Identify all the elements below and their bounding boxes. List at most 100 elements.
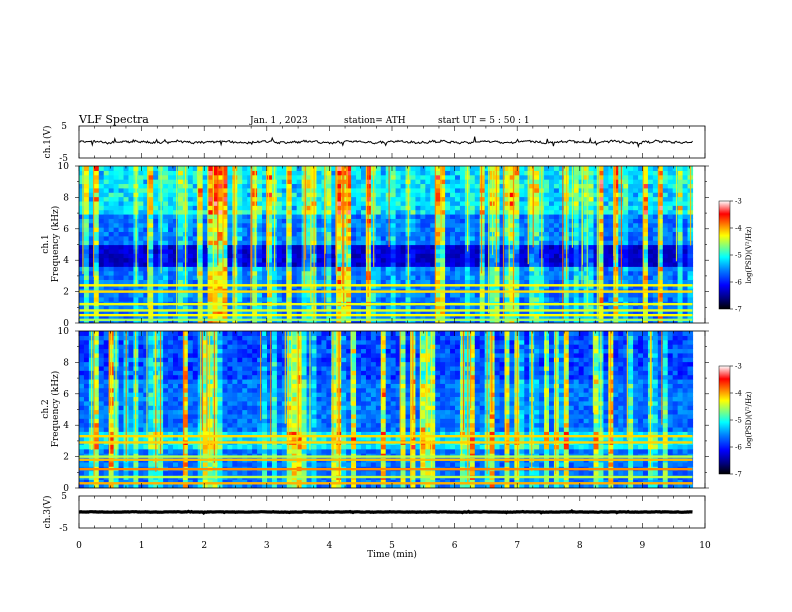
spectrogram-cell [514, 213, 520, 219]
spectrogram-cell [514, 192, 520, 198]
spectrogram-cell [593, 227, 600, 233]
spectrogram-cell [494, 222, 501, 228]
spectrogram-cell [252, 270, 258, 276]
spectrogram-cell [613, 248, 619, 254]
spectrogram-cell [588, 183, 595, 189]
spectrogram-cell [529, 218, 535, 224]
spectrogram-cell [217, 275, 224, 280]
spectrogram-cell [380, 235, 387, 241]
spectrogram-cell [519, 270, 525, 276]
sferic-streak [495, 166, 498, 267]
spectrogram-cell [148, 292, 154, 298]
spectrogram-cell [395, 231, 402, 237]
spectrogram-cell [623, 244, 629, 250]
spectrogram-cell [103, 305, 110, 311]
spectrogram-cell [192, 248, 199, 254]
spectrogram-cell [504, 231, 511, 237]
spectrogram-cell [459, 270, 466, 276]
spectrogram-cell [281, 218, 288, 224]
spectrogram-cell [222, 187, 229, 193]
spectrogram-cell [628, 218, 634, 224]
spectrogram-cell [514, 253, 520, 259]
spectrogram-cell [182, 296, 189, 302]
spectrogram-cell [385, 305, 392, 311]
spectrogram-cell [177, 213, 184, 219]
spectrogram-cell [583, 187, 590, 193]
spectrogram-cell [108, 296, 115, 302]
spectrogram-cell [608, 296, 614, 302]
spectrogram-cell [262, 266, 268, 272]
spectrogram-cell [544, 231, 550, 237]
spectrogram-cell [257, 170, 263, 176]
spectrogram-cell [667, 309, 674, 315]
spectrogram-cell [128, 266, 135, 272]
spectrogram-cell [410, 257, 417, 263]
spectrogram-cell [242, 222, 248, 228]
spectrogram-cell [544, 200, 550, 206]
sferic-streak [346, 166, 348, 268]
spectrogram-cell [682, 305, 689, 311]
spectrogram-cell [222, 266, 229, 272]
spectrogram-cell [479, 296, 486, 302]
spectrogram-cell [108, 448, 115, 454]
spectrogram-cell [608, 309, 614, 315]
spectrogram-cell [336, 253, 342, 259]
spectrogram-cell [687, 279, 694, 285]
spectrogram-cell [197, 174, 204, 180]
spectrogram-cell [212, 279, 219, 285]
spectrogram-cell [652, 292, 659, 298]
spectrogram-cell [123, 296, 130, 302]
spectrogram-cell [479, 192, 486, 198]
spectrogram-cell [351, 179, 357, 185]
spectrogram-cell [356, 170, 362, 176]
spectrogram-cell [588, 279, 595, 285]
spectrogram-cell [608, 292, 614, 298]
spectrogram-cell [410, 205, 417, 211]
spectrogram-cell [682, 244, 689, 250]
spectrogram-cell [395, 187, 402, 193]
spectrogram-cell [93, 270, 100, 276]
spectrogram-cell [197, 218, 204, 224]
spectrogram-cell [380, 244, 387, 250]
spectrogram-cell [553, 235, 560, 241]
spectrogram-cell [168, 261, 174, 267]
spectrogram-cell [197, 240, 204, 246]
spectrogram-cell [247, 296, 253, 302]
spectrogram-cell [271, 275, 278, 280]
spectrogram-cell [652, 183, 659, 189]
spectrogram-cell [425, 253, 431, 259]
spectrogram-cell [168, 253, 174, 259]
spectrogram-cell [613, 275, 619, 280]
spectrogram-cell [168, 257, 174, 263]
spectrogram-cell [113, 248, 120, 254]
spectrogram-cell [103, 361, 110, 367]
spectrogram-cell [247, 253, 253, 259]
spectrogram-cell [519, 196, 525, 202]
spectrogram-cell [227, 231, 233, 237]
spectrogram-cell [286, 213, 293, 219]
spectrogram-cell [450, 231, 456, 237]
spectrogram-cell [464, 266, 471, 272]
spectrogram-cell [346, 179, 352, 185]
spectrogram-cell [326, 192, 332, 198]
spectrogram-cell [484, 266, 491, 272]
spectrogram-cell [509, 196, 515, 202]
spectrogram-cell [98, 348, 105, 354]
spectrogram-cell [296, 187, 303, 193]
spectrogram-cell [88, 227, 95, 233]
spectrogram-cell [662, 305, 669, 311]
spectrogram-cell [83, 183, 90, 189]
spectrogram-cell [113, 292, 120, 298]
spectrogram-cell [469, 170, 476, 176]
spectrogram-cell [202, 296, 209, 302]
spectrogram-cell [365, 314, 372, 320]
spectrogram-cell [361, 196, 367, 202]
spectrogram-cell [113, 309, 120, 315]
spectrogram-cell [316, 209, 323, 215]
spectrogram-cell [504, 244, 511, 250]
spectrogram-cell [207, 179, 214, 185]
spectrogram-cell [98, 374, 105, 380]
spectrogram-cell [163, 296, 169, 302]
spectrogram-cell [672, 266, 679, 272]
spectrogram-cell [375, 213, 382, 219]
